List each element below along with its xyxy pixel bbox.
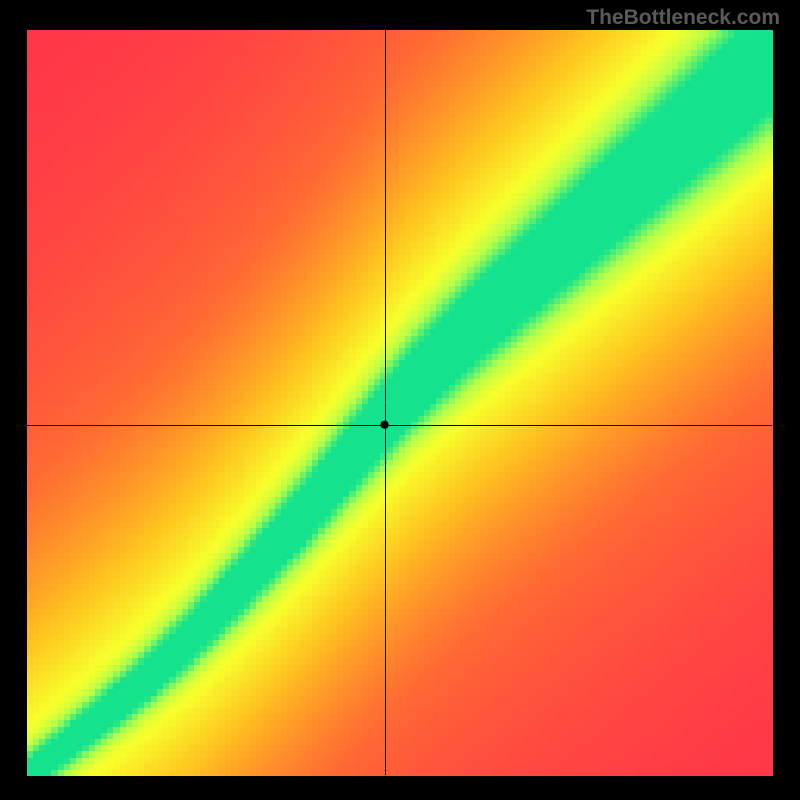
source-watermark: TheBottleneck.com [586, 6, 780, 30]
bottleneck-heatmap [0, 0, 800, 800]
chart-container: TheBottleneck.com [0, 0, 800, 800]
